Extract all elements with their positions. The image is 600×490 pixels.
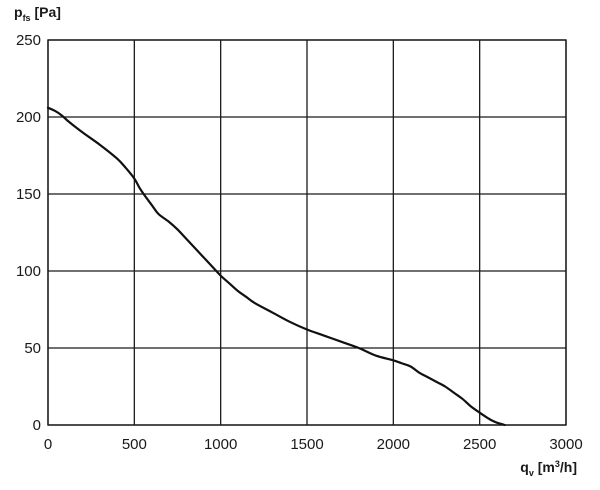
x-axis-unit-end: /h] <box>560 459 577 475</box>
x-tick-label-3: 1500 <box>290 436 323 453</box>
y-axis-unit: [Pa] <box>31 4 61 20</box>
plot-frame <box>47 39 567 426</box>
y-tick-label-2: 100 <box>16 263 41 280</box>
x-tick-label-2: 1000 <box>204 436 237 453</box>
x-axis-tick-labels: 0 500 1000 1500 2000 2500 3000 <box>44 436 583 453</box>
series-line-0 <box>46 106 506 427</box>
x-tick-label-0: 0 <box>44 436 52 453</box>
x-tick-label-1: 500 <box>122 436 147 453</box>
x-axis-unit-start: [m <box>534 459 555 475</box>
x-tick-label-6: 3000 <box>549 436 582 453</box>
y-tick-label-0: 0 <box>33 417 41 434</box>
y-axis-symbol: p <box>14 4 23 20</box>
x-axis-subscript: v <box>529 468 534 478</box>
x-tick-label-4: 2000 <box>377 436 410 453</box>
y-axis-title: pfs [Pa] <box>14 4 61 23</box>
y-axis-tick-labels: 0 50 100 150 200 250 <box>16 32 41 434</box>
y-tick-label-5: 250 <box>16 32 41 49</box>
x-axis-title: qv [m3/h] <box>520 459 577 478</box>
y-tick-label-3: 150 <box>16 186 41 203</box>
y-tick-label-1: 50 <box>24 340 41 357</box>
x-tick-label-5: 2500 <box>463 436 496 453</box>
y-axis-subscript: fs <box>23 13 31 23</box>
series-layer <box>46 106 506 427</box>
y-tick-label-4: 200 <box>16 109 41 126</box>
grid <box>47 39 567 426</box>
x-axis-symbol: q <box>520 459 529 475</box>
x-axis-unit-superscript: 3 <box>555 459 560 469</box>
